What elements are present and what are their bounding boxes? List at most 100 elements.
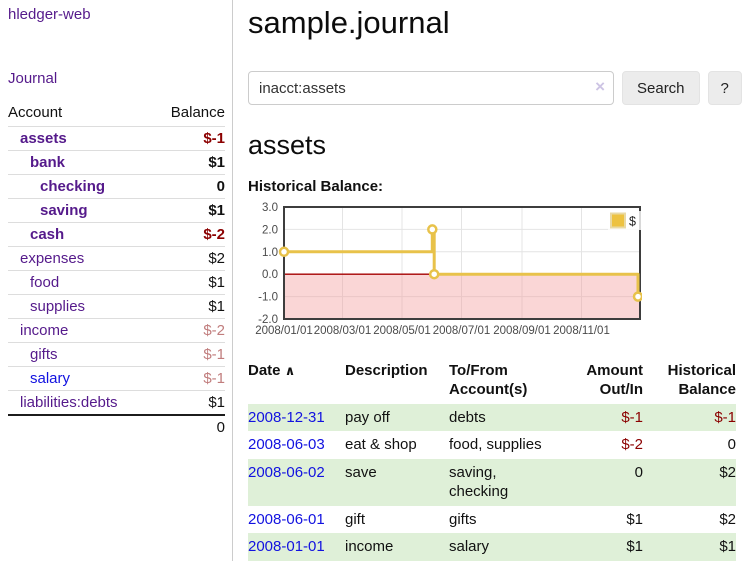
account-link-supplies[interactable]: supplies	[30, 298, 86, 315]
svg-text:2.0: 2.0	[262, 225, 278, 237]
chart-title: Historical Balance:	[248, 178, 384, 196]
transaction-balance: $1	[719, 538, 736, 556]
account-balance: $-2	[153, 222, 225, 247]
transaction-accounts: debts	[449, 408, 486, 426]
account-link-food[interactable]: food	[30, 274, 60, 291]
sort-ascending-icon: ∧	[284, 363, 296, 379]
account-row-liabilities-debts: liabilities:debts $1	[8, 390, 225, 415]
account-row-assets: assets $-1	[8, 126, 225, 151]
transaction-amount: $-1	[621, 408, 643, 426]
account-balance: $1	[153, 270, 225, 295]
account-row-income: income $-2	[8, 318, 225, 343]
clear-search-icon[interactable]: ×	[595, 77, 605, 97]
account-balance: $1	[153, 150, 225, 175]
transaction-date-link[interactable]: 2008-06-02	[248, 463, 325, 481]
account-link-salary[interactable]: salary	[30, 370, 71, 387]
account-link-expenses[interactable]: expenses	[20, 250, 85, 267]
journal-title: sample.journal	[248, 5, 450, 40]
svg-text:3.0: 3.0	[262, 202, 278, 214]
account-link-saving[interactable]: saving	[40, 202, 88, 219]
accounts-total-row: 0	[8, 414, 225, 439]
account-link-liabilities-debts[interactable]: liabilities:debts	[20, 394, 118, 411]
transaction-balance: $2	[719, 463, 736, 481]
register-row: 2008-01-01 income salary $1 $1	[248, 533, 736, 561]
transaction-amount: 0	[634, 463, 643, 481]
svg-text:2008/03/01: 2008/03/01	[314, 325, 372, 337]
transaction-description: pay off	[345, 408, 390, 426]
transaction-amount: $1	[626, 510, 643, 528]
account-balance: $-1	[153, 366, 225, 391]
svg-text:2008/09/01: 2008/09/01	[493, 325, 551, 337]
chart-canvas: $ 3.0 2.0 1.0 0.0 -1.0 -2.0 2008/01/01 2…	[255, 202, 642, 337]
svg-text:-1.0: -1.0	[258, 292, 278, 304]
transaction-accounts: saving, checking	[449, 463, 509, 501]
svg-text:2008/07/01: 2008/07/01	[433, 325, 491, 337]
register-row: 2008-06-03 eat & shop food, supplies $-2…	[248, 431, 736, 459]
account-link-assets[interactable]: assets	[20, 130, 67, 147]
account-balance: $1	[153, 294, 225, 319]
transaction-accounts: gifts	[449, 510, 477, 528]
balance-column-header: Historical Balance	[667, 362, 736, 398]
svg-text:-2.0: -2.0	[258, 314, 278, 326]
account-balance: $1	[153, 390, 225, 415]
transaction-description: save	[345, 463, 377, 481]
app-title-link[interactable]: hledger-web	[8, 6, 91, 23]
search-button[interactable]: Search	[622, 71, 700, 106]
search-bar: × Search ?	[248, 71, 742, 106]
account-row-cash: cash $-2	[8, 222, 225, 247]
account-link-checking[interactable]: checking	[40, 178, 106, 195]
transaction-accounts: salary	[449, 538, 490, 556]
account-page-heading: assets	[248, 130, 327, 161]
account-balance: $1	[153, 198, 225, 223]
historical-balance-chart: $ 3.0 2.0 1.0 0.0 -1.0 -2.0 2008/01/01 2…	[248, 202, 742, 344]
transaction-date-link[interactable]: 2008-12-31	[248, 408, 325, 426]
account-link-gifts[interactable]: gifts	[30, 346, 58, 363]
account-balance: $-1	[153, 126, 225, 151]
transaction-accounts: food, supplies	[449, 436, 542, 454]
accounts-column-header: Account	[8, 104, 63, 121]
transaction-date-link[interactable]: 2008-06-03	[248, 436, 325, 454]
register-header-row: Date ∧ Description To/From Account(s) Am…	[248, 360, 736, 404]
register-table: Date ∧ Description To/From Account(s) Am…	[248, 360, 736, 561]
account-link-bank[interactable]: bank	[30, 154, 66, 171]
accounts-total-value: 0	[153, 414, 225, 439]
register-row: 2008-12-31 pay off debts $-1 $-1	[248, 403, 736, 432]
account-row-checking: checking 0	[8, 174, 225, 199]
date-column-header[interactable]: Date ∧	[248, 362, 296, 380]
transaction-balance: $-1	[714, 408, 736, 426]
account-link-cash[interactable]: cash	[30, 226, 65, 243]
transaction-description: gift	[345, 510, 366, 528]
account-row-food: food $1	[8, 270, 225, 295]
svg-text:2008/01/01: 2008/01/01	[255, 325, 313, 337]
account-balance: $-1	[153, 342, 225, 367]
main-content: sample.journal × Search ? assets Histori…	[233, 0, 742, 561]
transaction-description: income	[345, 538, 394, 556]
legend-swatch	[610, 212, 626, 229]
svg-text:0.0: 0.0	[262, 269, 278, 281]
data-point-markers	[278, 224, 642, 303]
transaction-date-link[interactable]: 2008-01-01	[248, 538, 325, 556]
transaction-balance: $2	[719, 510, 736, 528]
account-row-gifts: gifts $-1	[8, 342, 225, 367]
svg-text:1.0: 1.0	[262, 247, 278, 259]
transaction-description: eat & shop	[345, 436, 417, 454]
account-link-income[interactable]: income	[20, 322, 69, 339]
legend-label: $	[629, 215, 636, 229]
account-balance: $-2	[153, 318, 225, 343]
transaction-amount: $1	[626, 538, 643, 556]
register-row: 2008-06-01 gift gifts $1 $2	[248, 506, 736, 534]
account-balance: $2	[153, 246, 225, 271]
y-axis-labels: 3.0 2.0 1.0 0.0 -1.0 -2.0	[258, 202, 278, 326]
x-axis-labels: 2008/01/01 2008/03/01 2008/05/01 2008/07…	[255, 325, 610, 337]
account-row-saving: saving $1	[8, 198, 225, 223]
accounts-balance-table: Account Balance assets $-1 bank $1 check…	[8, 100, 225, 439]
balance-column-header: Balance	[170, 104, 225, 121]
register-row: 2008-06-02 save saving, checking 0 $2	[248, 458, 736, 506]
svg-text:2008/11/01: 2008/11/01	[553, 325, 610, 337]
account-row-supplies: supplies $1	[8, 294, 225, 319]
negative-region	[284, 274, 640, 320]
transaction-date-link[interactable]: 2008-06-01	[248, 510, 325, 528]
search-input[interactable]	[248, 71, 614, 106]
sidebar-item-journal[interactable]: Journal	[8, 70, 58, 87]
search-help-button[interactable]: ?	[707, 71, 742, 106]
